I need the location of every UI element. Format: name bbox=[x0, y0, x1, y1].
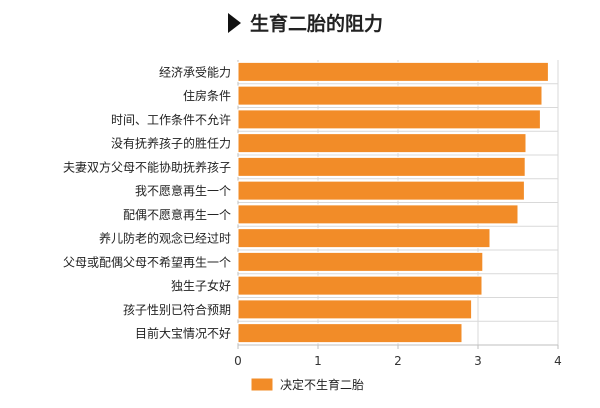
x-tick-label: 0 bbox=[234, 354, 242, 368]
x-tick-label: 3 bbox=[474, 354, 482, 368]
grid-layer bbox=[237, 60, 559, 349]
category-label-layer: 经济承受能力住房条件时间、工作条件不允许没有抚养孩子的胜任力夫妻双方父母不能协助… bbox=[63, 64, 231, 340]
category-label: 父母或配偶父母不希望再生一个 bbox=[63, 254, 231, 269]
x-tick-layer: 0 1 2 3 4 bbox=[234, 354, 562, 368]
bar bbox=[237, 275, 483, 296]
category-label: 养儿防老的观念已经过时 bbox=[99, 231, 231, 246]
bar bbox=[237, 61, 549, 82]
category-label: 目前大宝情况不好 bbox=[135, 326, 231, 341]
legend-label: 决定不生育二胎 bbox=[280, 377, 364, 392]
bar bbox=[237, 133, 527, 154]
x-tick-label: 4 bbox=[554, 354, 562, 368]
bar bbox=[237, 251, 484, 272]
chart-title: 生育二胎的阻力 bbox=[250, 12, 383, 35]
chart-title-group: 生育二胎的阻力 bbox=[228, 12, 383, 35]
category-label: 孩子性别已符合预期 bbox=[123, 302, 231, 317]
category-label: 夫妻双方父母不能协助抚养孩子 bbox=[63, 159, 231, 174]
bar bbox=[237, 109, 541, 130]
bar bbox=[237, 323, 463, 344]
legend: 决定不生育二胎 bbox=[250, 377, 364, 392]
bar bbox=[237, 85, 543, 106]
category-label: 时间、工作条件不允许 bbox=[111, 112, 231, 127]
bar bbox=[237, 204, 519, 225]
x-tick-label: 1 bbox=[314, 354, 322, 368]
category-label: 配偶不愿意再生一个 bbox=[123, 207, 231, 222]
legend-swatch bbox=[250, 377, 274, 392]
category-label: 没有抚养孩子的胜任力 bbox=[111, 136, 231, 151]
x-tick-label: 2 bbox=[394, 354, 402, 368]
category-label: 住房条件 bbox=[183, 88, 231, 103]
title-marker-icon bbox=[228, 13, 241, 33]
bar bbox=[237, 180, 525, 201]
bar bbox=[237, 228, 491, 249]
category-label: 经济承受能力 bbox=[159, 64, 231, 79]
bar bbox=[237, 299, 473, 320]
category-label: 独生子女好 bbox=[171, 278, 231, 293]
bar bbox=[237, 156, 526, 177]
category-label: 我不愿意再生一个 bbox=[135, 183, 231, 198]
bar-layer bbox=[237, 61, 549, 344]
